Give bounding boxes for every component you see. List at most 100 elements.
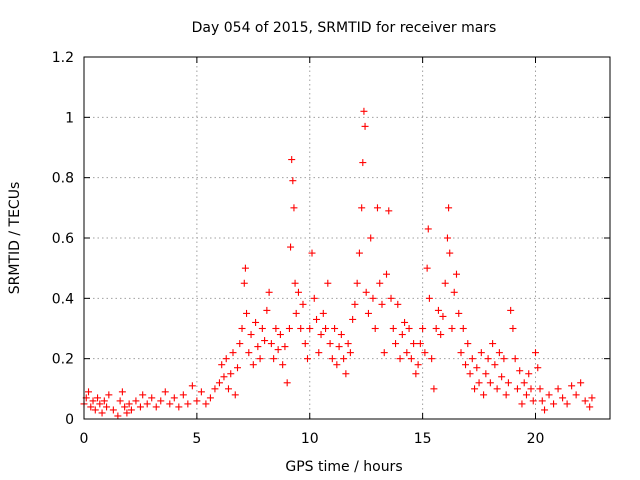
data-point (466, 370, 474, 378)
data-point (148, 394, 156, 402)
data-point (443, 234, 451, 242)
data-point (424, 225, 432, 233)
data-point (509, 325, 517, 332)
data-point (218, 361, 226, 369)
data-point (222, 355, 230, 363)
data-point (518, 400, 526, 408)
data-point (459, 325, 467, 332)
y-tick-label: 0.4 (52, 291, 74, 307)
y-tick-label: 0.8 (52, 171, 74, 187)
data-point (439, 312, 447, 320)
data-point (403, 349, 411, 357)
grid (84, 57, 610, 419)
data-point (432, 325, 440, 332)
data-point (344, 340, 352, 348)
data-point (152, 403, 160, 411)
data-point (94, 394, 102, 402)
data-point (419, 325, 427, 332)
x-tick-label: 10 (301, 431, 319, 447)
data-point (455, 309, 463, 317)
data-point (301, 340, 309, 348)
data-point (525, 370, 533, 378)
data-point (353, 279, 361, 287)
data-point (349, 315, 357, 323)
y-axis-label: SRMTID / TECUs (7, 182, 23, 295)
data-point (380, 349, 388, 357)
data-point (229, 349, 237, 357)
data-point (351, 300, 359, 308)
data-point (398, 331, 406, 339)
data-point (98, 409, 106, 417)
data-point (468, 355, 476, 363)
data-point (502, 391, 510, 399)
data-point (581, 397, 589, 405)
data-point (290, 204, 298, 212)
plot-frame (83, 56, 611, 420)
data-point (520, 379, 528, 387)
data-point (288, 156, 296, 164)
data-point (231, 391, 239, 399)
data-point (220, 373, 228, 381)
data-point (473, 364, 481, 372)
data-point (279, 361, 287, 369)
data-point (464, 340, 472, 348)
data-point (482, 370, 490, 378)
data-point (96, 400, 104, 408)
x-tick-label: 20 (527, 431, 545, 447)
data-point (457, 349, 465, 357)
data-point (121, 403, 129, 411)
data-point (211, 385, 219, 393)
data-point (346, 349, 354, 357)
data-point (326, 340, 334, 348)
data-point (238, 325, 246, 332)
data-point (385, 207, 393, 215)
data-point (297, 325, 305, 332)
data-point (289, 177, 297, 185)
data-point (441, 279, 449, 287)
data-point (355, 249, 363, 257)
data-point (294, 288, 302, 296)
data-point (331, 325, 339, 332)
data-point (541, 406, 549, 414)
data-point (475, 379, 483, 387)
data-point (100, 397, 108, 405)
y-tick-label: 0.6 (52, 231, 74, 247)
data-point (559, 394, 567, 402)
data-point (462, 361, 470, 369)
data-point (507, 306, 515, 314)
data-point (287, 243, 295, 251)
data-point (504, 379, 512, 387)
data-point (249, 361, 257, 369)
data-point (281, 343, 289, 351)
data-point (534, 364, 542, 372)
data-point (484, 355, 492, 363)
data-point (568, 382, 576, 390)
data-point (139, 391, 147, 399)
data-point (337, 331, 345, 339)
data-point (333, 361, 341, 369)
data-point (313, 315, 321, 323)
data-point (577, 379, 585, 387)
data-point (405, 325, 413, 332)
data-point (197, 388, 205, 396)
data-point (91, 406, 99, 414)
data-point (254, 343, 262, 351)
data-point (489, 340, 497, 348)
data-point (369, 294, 377, 302)
data-point (516, 367, 524, 375)
data-point (554, 385, 562, 393)
data-point (258, 325, 266, 332)
data-point (361, 122, 369, 130)
data-point (299, 300, 307, 308)
data-point (202, 400, 210, 408)
data-point (291, 279, 299, 287)
data-point (87, 403, 95, 411)
data-point (513, 385, 521, 393)
x-tick-label: 15 (414, 431, 432, 447)
data-point (184, 400, 192, 408)
data-point (394, 300, 402, 308)
data-point (412, 370, 420, 378)
x-axis-label: GPS time / hours (285, 459, 402, 475)
data-point (383, 270, 391, 278)
data-point (274, 346, 282, 354)
